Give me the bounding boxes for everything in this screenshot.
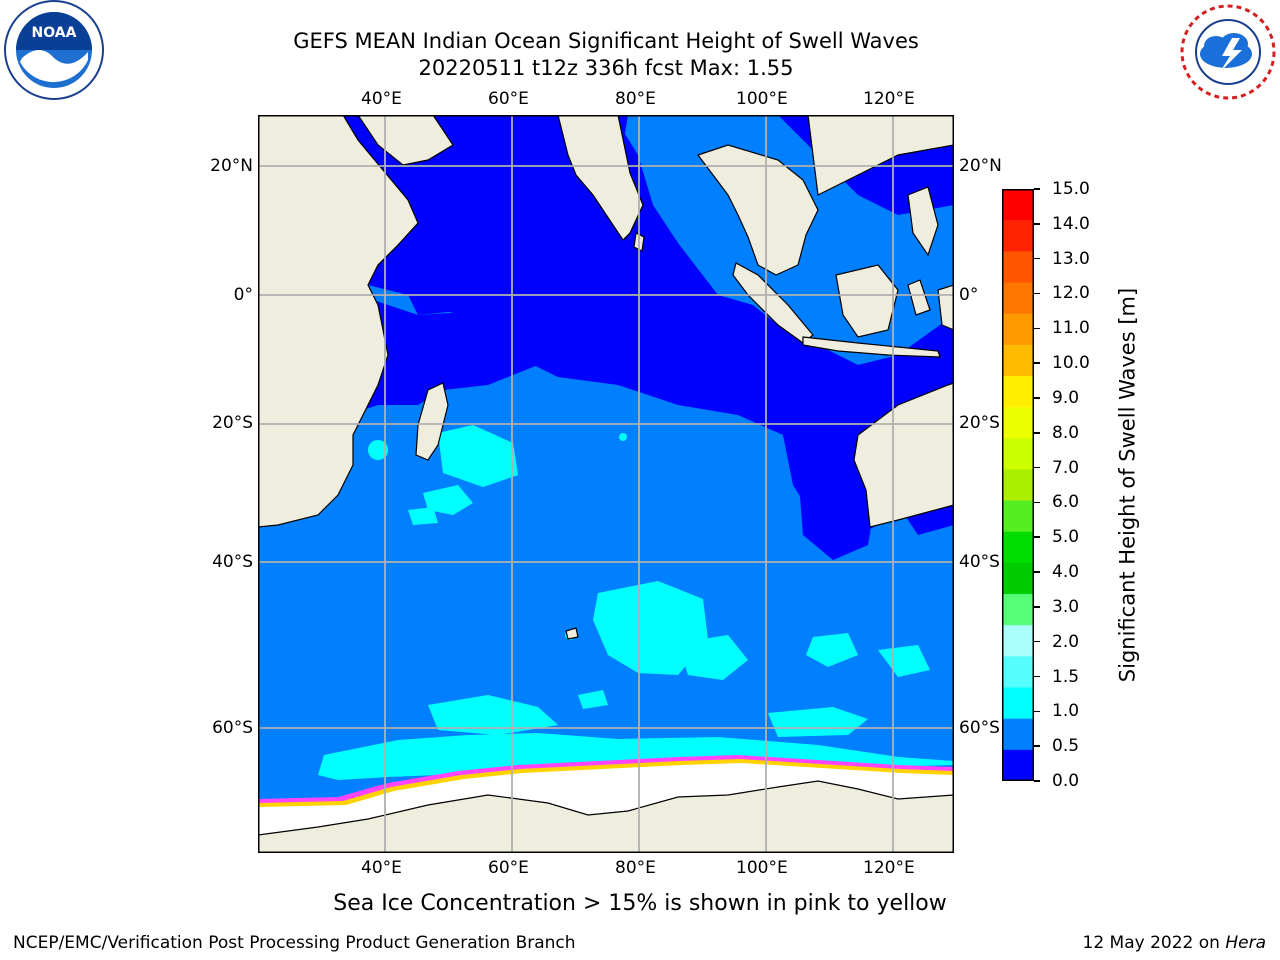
right-lat-label-60s: 60°S xyxy=(959,718,1000,738)
bottom-lon-label-60e: 60°E xyxy=(488,858,529,878)
colorbar-segment xyxy=(1002,562,1034,595)
colorbar-tick xyxy=(1034,501,1040,504)
bottom-lon-label-100e: 100°E xyxy=(736,858,788,878)
right-lat-label-40s: 40°S xyxy=(959,552,1000,572)
left-lat-label-20n: 20°N xyxy=(210,156,253,176)
right-lat-label-20n: 20°N xyxy=(959,156,1002,176)
left-lat-label-20s: 20°S xyxy=(212,413,253,433)
left-lat-label-60s: 60°S xyxy=(212,718,253,738)
colorbar-segment xyxy=(1002,189,1034,221)
colorbar-tick-label: 5.0 xyxy=(1052,527,1080,548)
colorbar-tick-label: 6.0 xyxy=(1052,492,1080,513)
colorbar-tick-label: 14.0 xyxy=(1052,213,1090,234)
footer-host: Hera xyxy=(1225,933,1266,953)
colorbar-tick xyxy=(1034,257,1040,260)
colorbar-label-box: Significant Height of Swell Waves [m] xyxy=(1096,190,1160,780)
nws-logo xyxy=(1180,4,1276,100)
colorbar-tick xyxy=(1034,606,1040,608)
colorbar-tick xyxy=(1034,710,1040,713)
colorbar-tick-label: 12.0 xyxy=(1052,283,1090,304)
colorbar xyxy=(1002,189,1034,781)
colorbar-segment xyxy=(1002,718,1034,751)
colorbar-tick xyxy=(1034,536,1040,538)
footer-date-text: 12 May 2022 on xyxy=(1082,933,1226,953)
ocean-swell-1-1p5 xyxy=(318,425,954,780)
colorbar-tick xyxy=(1034,432,1040,434)
noaa-logo: NOAA xyxy=(4,0,104,100)
chart-subtitle: 20220511 t12z 336h fcst Max: 1.55 xyxy=(418,56,794,80)
colorbar-tick xyxy=(1034,745,1040,747)
chart-title: GEFS MEAN Indian Ocean Significant Heigh… xyxy=(293,29,919,53)
map-frame xyxy=(258,115,954,853)
colorbar-tick-label: 0.5 xyxy=(1052,736,1080,757)
left-lat-label-0: 0° xyxy=(233,285,253,305)
colorbar-tick xyxy=(1034,780,1040,782)
colorbar-tick xyxy=(1034,640,1040,643)
colorbar-segment xyxy=(1002,749,1034,781)
colorbar-segment xyxy=(1002,594,1034,626)
colorbar-tick-label: 8.0 xyxy=(1052,422,1080,443)
colorbar-tick xyxy=(1034,327,1040,330)
graticule-lines xyxy=(258,115,954,853)
map-panel xyxy=(258,115,954,853)
colorbar-tick-label: 11.0 xyxy=(1052,318,1090,339)
noaa-logo-text: NOAA xyxy=(32,25,77,41)
right-lat-label-20s: 20°S xyxy=(959,413,1000,433)
colorbar-tick-label: 1.5 xyxy=(1052,666,1080,687)
colorbar-tick xyxy=(1034,466,1040,469)
top-lon-label-120e: 120°E xyxy=(863,89,915,109)
colorbar-tick-label: 9.0 xyxy=(1052,387,1080,408)
bottom-lon-label-120e: 120°E xyxy=(863,858,915,878)
footer-credit: NCEP/EMC/Verification Post Processing Pr… xyxy=(13,933,576,953)
colorbar-tick-label: 2.0 xyxy=(1052,631,1080,652)
colorbar-tick-label: 10.0 xyxy=(1052,353,1090,374)
colorbar-segment xyxy=(1002,469,1034,502)
colorbar-label: Significant Height of Swell Waves [m] xyxy=(1115,287,1140,683)
bottom-lon-label-40e: 40°E xyxy=(361,858,402,878)
colorbar-tick-label: 13.0 xyxy=(1052,248,1090,269)
colorbar-tick xyxy=(1034,397,1040,399)
colorbar-segment xyxy=(1002,344,1034,377)
colorbar-segment xyxy=(1002,531,1034,564)
colorbar-segment xyxy=(1002,220,1034,252)
colorbar-segment xyxy=(1002,500,1034,533)
colorbar-tick-label: 3.0 xyxy=(1052,596,1080,617)
colorbar-tick-label: 1.0 xyxy=(1052,701,1080,722)
colorbar-tick xyxy=(1034,571,1040,573)
colorbar-tick xyxy=(1034,362,1040,364)
colorbar-tick-label: 0.0 xyxy=(1052,771,1080,791)
top-lon-label-80e: 80°E xyxy=(615,89,656,109)
colorbar-segment xyxy=(1002,251,1034,283)
colorbar-tick xyxy=(1034,292,1040,295)
colorbar-segment xyxy=(1002,407,1034,439)
top-lon-label-60e: 60°E xyxy=(488,89,529,109)
colorbar-tick-label: 4.0 xyxy=(1052,562,1080,583)
ice-caption: Sea Ice Concentration > 15% is shown in … xyxy=(333,891,947,916)
right-lat-label-0: 0° xyxy=(959,285,979,305)
colorbar-segment xyxy=(1002,625,1034,657)
footer-date: 12 May 2022 on Hera xyxy=(1083,933,1267,953)
colorbar-segment xyxy=(1002,656,1034,689)
left-lat-label-40s: 40°S xyxy=(212,552,253,572)
colorbar-tick-label: 7.0 xyxy=(1052,457,1080,478)
colorbar-segment xyxy=(1002,282,1034,315)
colorbar-tick xyxy=(1034,675,1040,678)
colorbar-segment xyxy=(1002,375,1034,408)
top-lon-label-100e: 100°E xyxy=(736,89,788,109)
colorbar-segment xyxy=(1002,313,1034,346)
top-lon-label-40e: 40°E xyxy=(361,89,402,109)
colorbar-segment xyxy=(1002,687,1034,720)
colorbar-tick xyxy=(1034,188,1040,190)
bottom-lon-label-80e: 80°E xyxy=(615,858,656,878)
colorbar-tick-label: 15.0 xyxy=(1052,179,1090,199)
colorbar-tick xyxy=(1034,223,1040,225)
colorbar-segment xyxy=(1002,438,1034,470)
